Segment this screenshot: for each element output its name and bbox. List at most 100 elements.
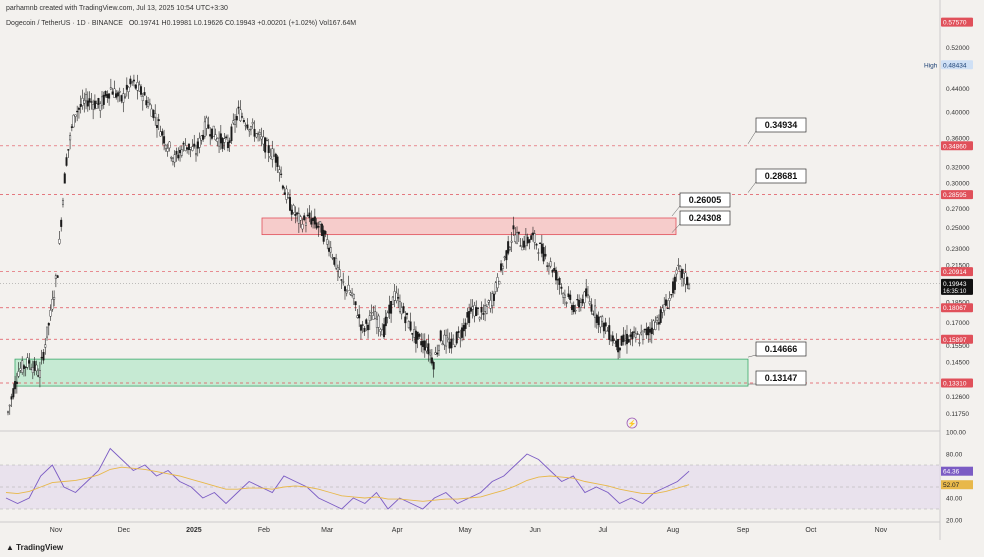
candle-body	[418, 334, 421, 337]
x-tick-label: Sep	[737, 527, 750, 534]
candle-body	[21, 360, 24, 373]
price-badge-value: 0.28595	[943, 192, 967, 199]
ohlc-readout: O0.19741 H0.19981 L0.19626 C0.19943 +0.0…	[128, 20, 357, 27]
candle-body	[622, 334, 625, 343]
candle-body	[462, 325, 465, 332]
candle-body	[423, 340, 426, 351]
price-badge-value: 0.48434	[943, 62, 967, 69]
candle-body	[675, 269, 678, 275]
candle-body	[640, 331, 643, 335]
candle-body	[606, 330, 609, 332]
candle-body	[372, 315, 375, 320]
price-badge-value: 0.19943	[943, 281, 967, 288]
candle-body	[661, 307, 664, 313]
rsi-tick-label: 40.00	[946, 496, 963, 503]
candle-body	[53, 297, 56, 300]
candle-body	[475, 307, 478, 317]
price-badge-sub: 16:35:10	[943, 289, 967, 295]
candle-body	[216, 138, 219, 142]
candle-body	[652, 320, 655, 330]
candle-body	[377, 315, 380, 328]
candle-body	[329, 247, 332, 253]
candle-body	[8, 404, 11, 407]
candle-body	[287, 194, 290, 198]
candle-body	[485, 306, 488, 314]
x-tick-label: Jun	[529, 527, 540, 534]
candle-body	[83, 100, 86, 104]
candle-body	[659, 309, 662, 323]
candle-body	[127, 86, 130, 92]
candle-body	[324, 231, 327, 235]
candle-body	[22, 365, 25, 369]
candle-body	[560, 286, 563, 289]
candle-body	[109, 87, 112, 90]
candle-body	[484, 305, 487, 312]
candle-body	[608, 325, 611, 340]
candle-body	[446, 337, 449, 341]
candle-body	[6, 411, 9, 414]
candle-body	[265, 139, 268, 142]
candle-body	[556, 279, 559, 281]
candle-body	[219, 133, 222, 144]
tradingview-brand: ▲ TradingView	[6, 543, 63, 552]
candle-body	[439, 330, 442, 342]
candle-body	[304, 222, 307, 226]
candle-body	[406, 313, 409, 315]
candle-body	[352, 294, 355, 299]
candle-body	[633, 331, 636, 333]
candle-body	[81, 97, 84, 106]
callout-leader	[747, 181, 757, 193]
candle-body	[416, 331, 419, 340]
candle-body	[152, 109, 155, 119]
candle-body	[524, 234, 527, 247]
candle-body	[175, 150, 178, 155]
candle-body	[620, 335, 623, 346]
price-badge	[941, 141, 973, 151]
candle-body	[88, 98, 91, 103]
y-tick-label: 0.17000	[946, 320, 970, 327]
candle-body	[226, 142, 229, 149]
y-tick-label: 0.21500	[946, 262, 970, 269]
candle-body	[253, 128, 256, 137]
candle-body	[210, 128, 213, 139]
price-badge-value: 0.34860	[943, 143, 967, 150]
candle-body	[285, 188, 288, 200]
callout-value: 0.24308	[689, 213, 722, 223]
candle-body	[237, 106, 240, 109]
candle-body	[225, 136, 228, 139]
candle-body	[558, 278, 561, 285]
candle-body	[645, 328, 648, 336]
callout-leader	[671, 205, 681, 217]
callout-box	[755, 168, 807, 184]
y-tick-label: 0.12600	[946, 394, 970, 401]
candle-body	[636, 333, 639, 335]
candle-body	[283, 192, 286, 195]
candle-body	[663, 304, 666, 311]
candle-body	[273, 154, 276, 157]
candle-body	[361, 324, 364, 326]
candle-body	[147, 102, 150, 107]
candle-body	[310, 218, 313, 225]
candle-body	[51, 299, 54, 310]
candle-body	[437, 345, 440, 351]
candle-body	[257, 133, 260, 135]
candle-body	[409, 321, 412, 331]
candle-body	[194, 153, 197, 156]
callout-box	[679, 210, 731, 226]
footer-brand: TradingView	[16, 543, 64, 552]
callout-value: 0.28681	[765, 171, 798, 181]
candle-body	[258, 132, 261, 135]
candle-body	[613, 340, 616, 344]
candle-body	[202, 134, 205, 140]
candle-body	[85, 94, 88, 102]
candle-body	[143, 92, 146, 96]
candle-body	[278, 169, 281, 173]
candle-body	[319, 221, 322, 225]
candle-body	[239, 109, 242, 122]
price-badge-label: High	[924, 62, 938, 69]
candle-body	[354, 301, 357, 306]
candle-body	[255, 133, 258, 138]
candle-body	[503, 256, 506, 258]
candle-body	[629, 334, 632, 337]
